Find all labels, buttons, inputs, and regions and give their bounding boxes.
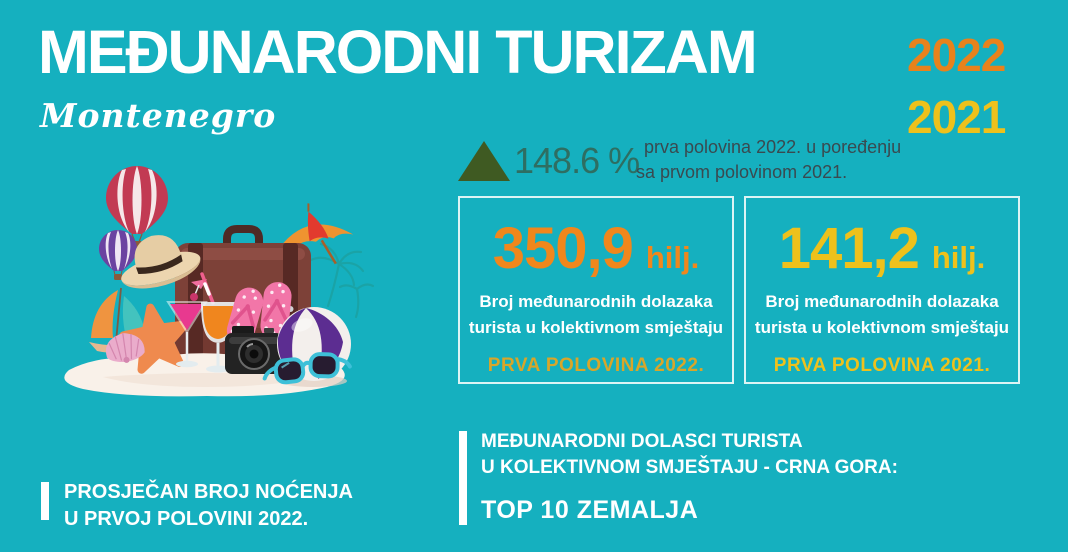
stat-unit-2021: hilj.	[931, 240, 986, 275]
orange-drink-icon	[200, 272, 235, 373]
hot-air-balloon-small-icon	[99, 230, 137, 280]
growth-percentage: 148.6 %	[514, 140, 640, 181]
footer-left-line2: U PRVOJ POLOVINI 2022.	[64, 507, 309, 530]
camera-icon	[225, 326, 283, 374]
stat-description-2022-line1: Broj međunarodnih dolazaka	[479, 292, 713, 311]
stat-unit-2022: hilj.	[645, 240, 700, 275]
travel-beach-illustration	[64, 166, 375, 397]
montenegro-logo: Montenegro	[40, 96, 277, 135]
footer-left-heading: PROSJEČAN BROJ NOĆENJA U PRVOJ POLOVINI …	[64, 479, 353, 532]
stat-box-2022: 350,9 hilj. Broj međunarodnih dolazaka t…	[458, 196, 734, 384]
stat-value-2022: 350,9	[492, 216, 634, 281]
stat-description-2021: Broj međunarodnih dolazaka turista u kol…	[746, 289, 1018, 340]
footer-left-accent-bar	[41, 482, 49, 520]
seashell-icon	[105, 333, 145, 363]
stat-description-2022: Broj međunarodnih dolazaka turista u kol…	[460, 289, 732, 340]
stat-description-2021-line1: Broj međunarodnih dolazaka	[765, 292, 999, 311]
stat-value-row: 350,9 hilj.	[460, 220, 732, 278]
triangle-up-icon	[458, 141, 510, 181]
page-title: MEĐUNARODNI TURIZAM	[38, 18, 758, 86]
footer-right-line1: MEĐUNARODNI DOLASCI TURISTA	[481, 431, 803, 452]
year-2022-label: 2022	[907, 29, 1006, 81]
footer-left-line1: PROSJEČAN BROJ NOĆENJA	[64, 481, 353, 503]
growth-description-line2: sa prvom polovinom 2021.	[636, 161, 848, 182]
stat-value-row: 141,2 hilj.	[746, 220, 1018, 278]
hot-air-balloon-icon	[106, 166, 168, 249]
year-2021-label: 2021	[907, 91, 1006, 143]
stat-description-2022-line2: turista u kolektivnom smještaju	[468, 317, 724, 337]
footer-right-accent-bar	[459, 431, 467, 525]
growth-description: prva polovina 2022. u poređenju sa prvom…	[636, 135, 901, 185]
sunglasses-icon	[262, 352, 352, 385]
footer-right-subtitle: TOP 10 ZEMALJA	[481, 496, 699, 524]
stat-box-2021: 141,2 hilj. Broj međunarodnih dolazaka t…	[744, 196, 1020, 384]
straw-hat-icon	[121, 235, 201, 289]
palm-tree-icon	[309, 242, 375, 319]
cocktail-icon	[166, 279, 208, 368]
starfish-icon	[119, 303, 190, 374]
stat-period-2021: PRVA POLOVINA 2021.	[773, 355, 991, 376]
footer-right-line2: U KOLEKTIVNOM SMJEŠTAJU - CRNA GORA:	[481, 456, 898, 478]
footer-right-heading: MEĐUNARODNI DOLASCI TURISTA U KOLEKTIVNO…	[481, 429, 898, 480]
stat-description-2021-line2: turista u kolektivnom smještaju	[754, 317, 1010, 337]
beach-umbrella-icon	[278, 203, 354, 265]
growth-description-line1: prva polovina 2022. u poređenju	[644, 137, 902, 157]
stat-value-2021: 141,2	[778, 216, 920, 281]
stat-period-2022: PRVA POLOVINA 2022.	[487, 355, 705, 376]
